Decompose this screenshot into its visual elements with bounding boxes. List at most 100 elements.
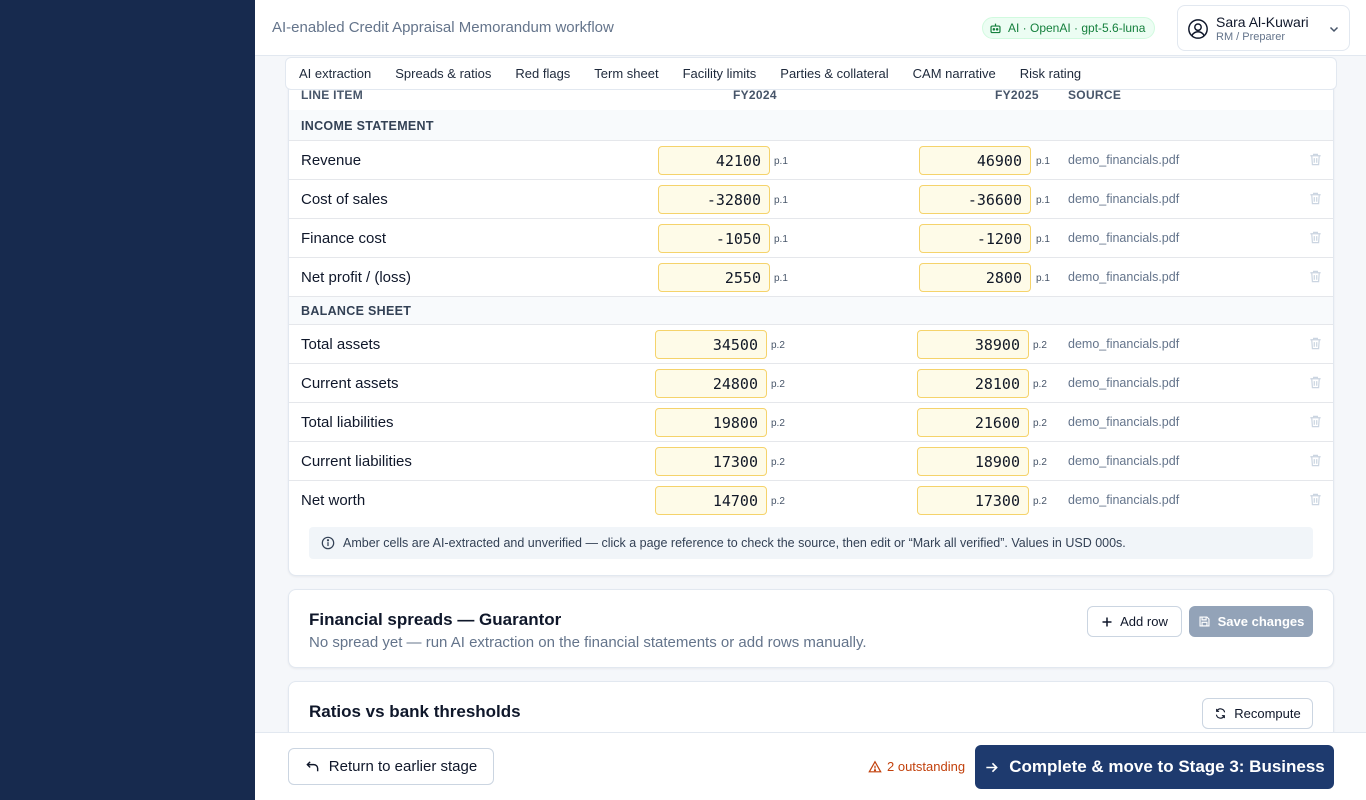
page-ref-link[interactable]: p.2	[1033, 457, 1047, 468]
page-ref-link[interactable]: p.2	[771, 457, 785, 468]
fy2025-value-cell[interactable]: 38900	[917, 330, 1029, 359]
page-ref-link[interactable]: p.2	[771, 340, 785, 351]
row-label: Cost of sales	[301, 191, 388, 208]
guarantor-title: Financial spreads — Guarantor	[309, 610, 562, 629]
source-file: demo_financials.pdf	[1068, 415, 1180, 429]
fy2024-value-cell[interactable]: 2550	[658, 263, 770, 292]
outstanding-warning: 2 outstanding	[868, 759, 965, 774]
fy2024-value-cell[interactable]: 14700	[655, 486, 767, 515]
return-earlier-stage-button[interactable]: Return to earlier stage	[288, 748, 494, 785]
source-file: demo_financials.pdf	[1068, 454, 1180, 468]
table-row: Finance cost -1050 p.1 -1200 p.1 demo_fi…	[289, 219, 1333, 258]
user-avatar-icon	[1188, 19, 1208, 39]
page-ref-link[interactable]: p.1	[1036, 273, 1050, 284]
fy2025-value-cell[interactable]: 21600	[917, 408, 1029, 437]
col-line-item: LINE ITEM	[301, 88, 364, 102]
col-fy2024: FY2024	[733, 88, 777, 102]
user-name: Sara Al-Kuwari	[1216, 14, 1309, 30]
trash-icon[interactable]	[1308, 191, 1323, 206]
tab-ai-extraction[interactable]: AI extraction	[299, 66, 372, 81]
fy2025-value-cell[interactable]: 18900	[917, 447, 1029, 476]
fy2024-value-cell[interactable]: 24800	[655, 369, 767, 398]
row-label: Finance cost	[301, 230, 387, 247]
fy2025-value-cell[interactable]: -1200	[919, 224, 1031, 253]
row-label: Net profit / (loss)	[301, 269, 412, 286]
tab-spreads-ratios[interactable]: Spreads & ratios	[395, 66, 492, 81]
stage-tabs: AI extraction Spreads & ratios Red flags…	[285, 57, 1337, 90]
left-sidebar	[0, 0, 255, 800]
fy2024-value-cell[interactable]: -32800	[658, 185, 770, 214]
chevron-down-icon	[1329, 26, 1339, 33]
user-role: RM / Preparer	[1216, 31, 1286, 43]
fy2024-value-cell[interactable]: 34500	[655, 330, 767, 359]
fy2025-value-cell[interactable]: 17300	[917, 486, 1029, 515]
page-ref-link[interactable]: p.2	[1033, 418, 1047, 429]
trash-icon[interactable]	[1308, 269, 1323, 284]
tab-risk-rating[interactable]: Risk rating	[1019, 66, 1082, 81]
table-row: Net profit / (loss) 2550 p.1 2800 p.1 de…	[289, 258, 1333, 297]
table-row: Cost of sales -32800 p.1 -36600 p.1 demo…	[289, 180, 1333, 219]
page-ref-link[interactable]: p.2	[1033, 379, 1047, 390]
save-changes-button[interactable]: Save changes	[1189, 606, 1313, 637]
info-note-text: Amber cells are AI-extracted and unverif…	[343, 536, 1126, 550]
arrow-right-icon	[986, 762, 999, 772]
fy2024-value-cell[interactable]: -1050	[658, 224, 770, 253]
guarantor-spread-card: Financial spreads — Guarantor No spread …	[288, 589, 1334, 668]
page-ref-link[interactable]: p.1	[774, 273, 788, 284]
plus-icon	[1102, 617, 1112, 626]
fy2025-value-cell[interactable]: 2800	[919, 263, 1031, 292]
trash-icon[interactable]	[1308, 152, 1323, 167]
fy2025-value-cell[interactable]: 46900	[919, 146, 1031, 175]
top-bar: AI-enabled Credit Appraisal Memorandum w…	[255, 0, 1366, 56]
warning-icon	[868, 760, 882, 772]
trash-icon[interactable]	[1308, 336, 1323, 351]
source-file: demo_financials.pdf	[1068, 337, 1180, 351]
fy2024-value-cell[interactable]: 17300	[655, 447, 767, 476]
fy2024-value-cell[interactable]: 19800	[655, 408, 767, 437]
ratios-title: Ratios vs bank thresholds	[309, 702, 521, 721]
page-ref-link[interactable]: p.1	[774, 234, 788, 245]
row-label: Total assets	[301, 336, 381, 353]
page-ref-link[interactable]: p.1	[1036, 195, 1050, 206]
tab-parties-collateral[interactable]: Parties & collateral	[780, 66, 889, 81]
page-ref-link[interactable]: p.2	[771, 379, 785, 390]
page-ref-link[interactable]: p.2	[1033, 340, 1047, 351]
row-label: Current assets	[301, 375, 399, 392]
row-label: Total liabilities	[301, 414, 394, 431]
table-row: Revenue 42100 p.1 46900 p.1 demo_financi…	[289, 141, 1333, 180]
source-file: demo_financials.pdf	[1068, 192, 1180, 206]
add-row-button[interactable]: Add row	[1087, 606, 1182, 637]
page-ref-link[interactable]: p.1	[1036, 234, 1050, 245]
col-fy2025: FY2025	[995, 88, 1039, 102]
section-income-statement: INCOME STATEMENT	[289, 110, 1333, 141]
trash-icon[interactable]	[1308, 453, 1323, 468]
tab-red-flags[interactable]: Red flags	[515, 66, 571, 81]
trash-icon[interactable]	[1308, 414, 1323, 429]
source-file: demo_financials.pdf	[1068, 376, 1180, 390]
trash-icon[interactable]	[1308, 375, 1323, 390]
user-menu[interactable]: Sara Al-Kuwari RM / Preparer	[1177, 5, 1350, 51]
ai-model-badge: AI · OpenAI · gpt-5.6-luna	[982, 17, 1156, 39]
tab-cam-narrative[interactable]: CAM narrative	[912, 66, 996, 81]
fy2025-value-cell[interactable]: 28100	[917, 369, 1029, 398]
page-ref-link[interactable]: p.2	[771, 496, 785, 507]
page-ref-link[interactable]: p.2	[771, 418, 785, 429]
fy2025-value-cell[interactable]: -36600	[919, 185, 1031, 214]
trash-icon[interactable]	[1308, 230, 1323, 245]
page-ref-link[interactable]: p.2	[1033, 496, 1047, 507]
recompute-button[interactable]: Recompute	[1202, 698, 1313, 729]
tab-term-sheet[interactable]: Term sheet	[594, 66, 659, 81]
trash-icon[interactable]	[1308, 492, 1323, 507]
tab-facility-limits[interactable]: Facility limits	[682, 66, 757, 81]
page-ref-link[interactable]: p.1	[774, 156, 788, 167]
info-note: Amber cells are AI-extracted and unverif…	[309, 527, 1313, 559]
stage-footer: Return to earlier stage 2 outstanding Co…	[255, 732, 1366, 800]
page-ref-link[interactable]: p.1	[774, 195, 788, 206]
table-row: Current assets 24800 p.2 28100 p.2 demo_…	[289, 364, 1333, 403]
row-label: Current liabilities	[301, 453, 412, 470]
page-ref-link[interactable]: p.1	[1036, 156, 1050, 167]
refresh-icon	[1216, 708, 1226, 719]
source-file: demo_financials.pdf	[1068, 153, 1180, 167]
complete-stage-button[interactable]: Complete & move to Stage 3: Business	[975, 745, 1334, 789]
fy2024-value-cell[interactable]: 42100	[658, 146, 770, 175]
